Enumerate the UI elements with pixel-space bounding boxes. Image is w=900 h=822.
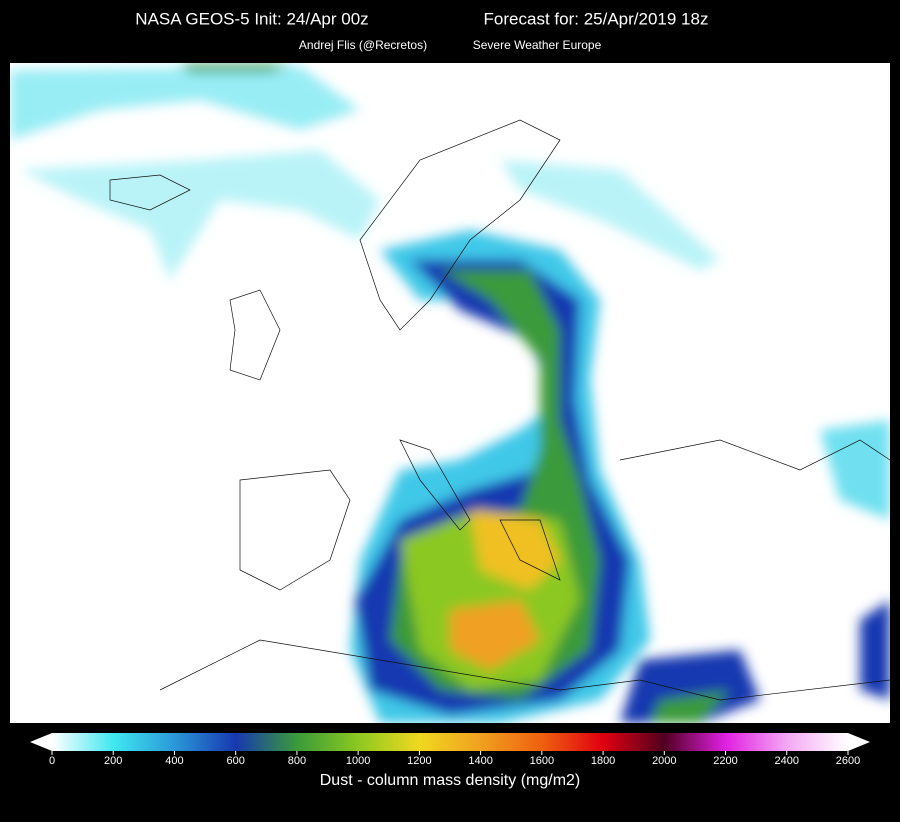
colorbar-tick-label: 2200 bbox=[713, 755, 737, 767]
map bbox=[10, 63, 890, 723]
subtitle: Andrej Flis (@Recretos) bbox=[299, 38, 427, 52]
colorbar-tick-label: 2600 bbox=[836, 755, 860, 767]
colorbar bbox=[30, 733, 870, 751]
colorbar-tick-label: 200 bbox=[104, 755, 122, 767]
colorbar-tick-label: 1200 bbox=[407, 755, 431, 767]
colorbar-tick-label: 400 bbox=[165, 755, 183, 767]
title: Forecast for: 25/Apr/2019 18z bbox=[484, 9, 709, 28]
colorbar-tick-label: 1800 bbox=[591, 755, 615, 767]
title: NASA GEOS-5 Init: 24/Apr 00z bbox=[135, 9, 368, 28]
colorbar-tick-label: 800 bbox=[288, 755, 306, 767]
colorbar-tick-label: 600 bbox=[227, 755, 245, 767]
colorbar-tick-label: 2000 bbox=[652, 755, 676, 767]
colorbar-tick-label: 1400 bbox=[468, 755, 492, 767]
subtitle: Severe Weather Europe bbox=[473, 38, 602, 52]
colorbar-gradient bbox=[52, 733, 848, 751]
colorbar-arrow bbox=[848, 733, 870, 751]
colorbar-tick-label: 1000 bbox=[346, 755, 370, 767]
colorbar-label: Dust - column mass density (mg/m2) bbox=[320, 772, 581, 789]
colorbar-tick-label: 2400 bbox=[775, 755, 799, 767]
colorbar-tick-label: 0 bbox=[49, 755, 55, 767]
colorbar-tick-label: 1600 bbox=[530, 755, 554, 767]
colorbar-arrow bbox=[30, 733, 52, 751]
